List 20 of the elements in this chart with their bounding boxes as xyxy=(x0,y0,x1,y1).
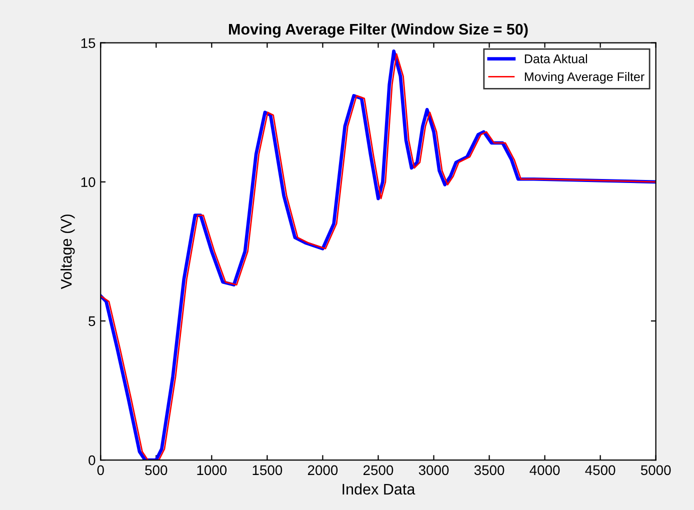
x-tick-label: 0 xyxy=(97,465,104,476)
x-tick-label: 4500 xyxy=(585,465,616,476)
y-axis-title: Voltage (V) xyxy=(60,214,75,290)
legend-label: Data Aktual xyxy=(524,54,588,64)
x-tick-label: 3500 xyxy=(474,465,504,476)
x-tick-label: 2500 xyxy=(363,465,394,476)
x-tick-label: 4000 xyxy=(530,465,560,476)
x-tick-label: 5000 xyxy=(640,465,671,476)
x-tick-label: 1000 xyxy=(197,465,227,476)
y-tick-label: 15 xyxy=(81,38,96,48)
x-tick-label: 2000 xyxy=(308,465,338,476)
x-tick-label: 1500 xyxy=(252,465,282,476)
y-tick-label: 5 xyxy=(88,316,96,326)
chart-title: Moving Average Filter (Window Size = 50) xyxy=(229,23,528,38)
y-tick-label: 0 xyxy=(88,455,96,466)
x-tick-label: 3000 xyxy=(418,465,449,476)
y-tick-label: 10 xyxy=(81,177,96,188)
x-tick-label: 500 xyxy=(145,465,168,476)
x-axis-title: Index Data xyxy=(342,483,416,495)
legend-label: Moving Average Filter xyxy=(524,72,644,84)
